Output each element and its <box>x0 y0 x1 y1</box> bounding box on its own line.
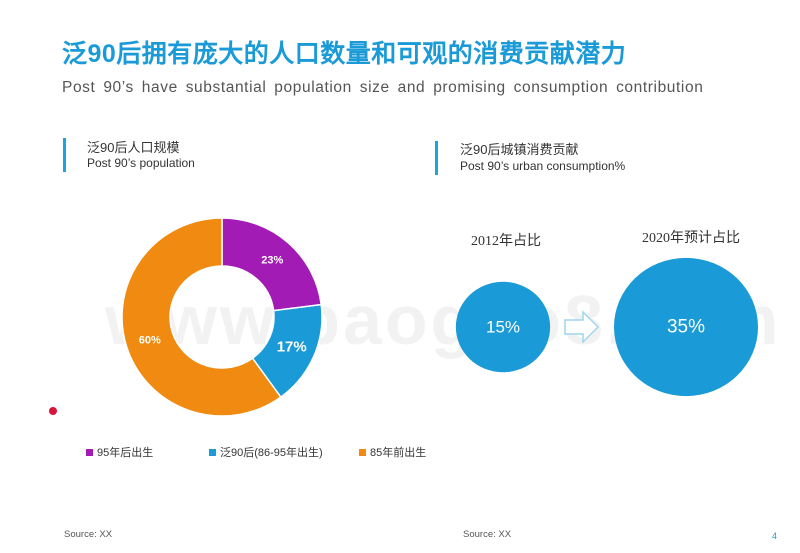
page-title: 泛90后拥有庞大的人口数量和可观的消费贡献潜力 <box>62 40 627 68</box>
legend-swatch-orange <box>359 448 366 456</box>
page-subtitle: Post 90’s have substantial population si… <box>62 79 704 96</box>
bubble-label-2020: 2020年预计占比 <box>642 231 740 246</box>
legend-swatch-blue <box>209 448 216 456</box>
arrow-right-icon <box>564 310 600 344</box>
slice-value-label: 17% <box>277 338 307 355</box>
population-donut-chart: 23% 17% 60% <box>121 217 323 417</box>
slice-post95 <box>221 217 323 312</box>
right-section-title: 泛90后城镇消费贡献 <box>460 142 579 157</box>
right-section-subtitle: Post 90’s urban consumption% <box>460 159 626 173</box>
legend-item-pre85: 85年前出生 <box>359 444 426 460</box>
left-section-title: 泛90后人口规模 <box>87 140 180 155</box>
source-right: Source: XX <box>463 529 512 540</box>
bubble-0 <box>455 281 551 373</box>
bubble-1 <box>614 257 758 397</box>
left-section-subtitle: Post 90’s population <box>87 156 195 170</box>
legend-item-post90: 泛90后(86-95年出生) <box>209 444 323 460</box>
legend-item-post95: 95年后出生 <box>86 444 153 460</box>
legend-label: 95年后出生 <box>97 447 154 459</box>
legend-label: 泛90后(86-95年出生) <box>220 447 323 459</box>
page-number: 4 <box>772 531 778 541</box>
red-dot-marker <box>49 407 57 415</box>
bubble-label-2012: 2012年占比 <box>471 234 541 249</box>
legend-label: 85年前出生 <box>370 447 427 459</box>
bubble-value-label: 15% <box>486 318 520 337</box>
slice-pre85 <box>121 217 282 417</box>
left-section-accent-bar <box>63 138 66 172</box>
source-left: Source: XX <box>64 529 113 540</box>
right-section-accent-bar <box>435 141 438 175</box>
slice-value-label: 60% <box>139 334 161 346</box>
legend-swatch-purple <box>86 448 93 456</box>
slice-value-label: 23% <box>261 255 283 267</box>
consumption-bubble-chart: 15% 35% <box>455 257 758 397</box>
bubble-value-label: 35% <box>667 317 705 338</box>
